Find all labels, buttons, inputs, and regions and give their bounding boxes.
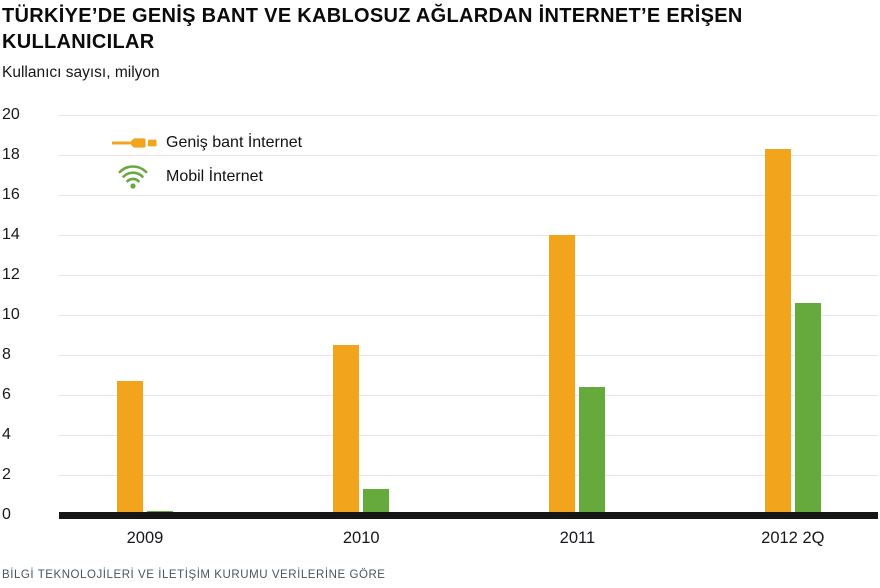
x-tick-label: 2012 2Q: [761, 529, 825, 547]
gridline: [59, 155, 878, 156]
bar-broadband-2009: [116, 381, 143, 515]
gridline: [59, 355, 878, 356]
y-tick-label: 20: [2, 106, 20, 123]
gridline: [59, 475, 878, 476]
gridline: [59, 275, 878, 276]
y-tick-label: 14: [2, 226, 20, 243]
x-axis-line: [59, 512, 878, 519]
y-tick-label: 12: [2, 266, 20, 283]
bar-group-2011: [549, 235, 606, 515]
wifi-icon: [112, 164, 166, 190]
bar-group-2012 2Q: [764, 149, 821, 515]
bar-mobile-2010: [363, 489, 390, 515]
legend: Geniş bant İnternet Mobil İnternet: [112, 126, 302, 194]
y-tick-label: 4: [2, 426, 11, 443]
legend-label-mobile: Mobil İnternet: [166, 168, 263, 185]
x-tick-label: 2011: [559, 529, 596, 547]
chart-subtitle: Kullanıcı sayısı, milyon: [2, 64, 160, 81]
gridline: [59, 115, 878, 116]
legend-label-broadband: Geniş bant İnternet: [166, 134, 303, 151]
gridline: [59, 235, 878, 236]
x-tick-label: 2009: [126, 529, 164, 547]
y-tick-label: 16: [2, 186, 20, 203]
y-tick-label: 18: [2, 146, 20, 163]
y-tick-label: 10: [2, 306, 20, 323]
y-tick-label: 6: [2, 386, 11, 403]
y-tick-label: 2: [2, 466, 11, 483]
y-tick-label: 0: [2, 506, 11, 523]
bar-group-2009: [116, 381, 173, 515]
source-note: BİLGİ TEKNOLOJİLERİ VE İLETİŞİM KURUMU V…: [2, 569, 386, 581]
bar-group-2010: [333, 345, 390, 515]
gridline: [59, 435, 878, 436]
y-axis: 0 2 4 6 8 10 12 14 16 18 20: [2, 106, 42, 523]
legend-item-broadband: Geniş bant İnternet: [112, 126, 302, 160]
bar-broadband-2010: [333, 345, 360, 515]
gridline: [59, 195, 878, 196]
bar-broadband-2012 2Q: [764, 149, 791, 515]
bar-mobile-2011: [579, 387, 606, 515]
y-tick-label: 8: [2, 346, 11, 363]
gridline: [59, 395, 878, 396]
plug-icon: [112, 135, 166, 151]
bar-broadband-2011: [549, 235, 576, 515]
x-tick-label: 2010: [342, 529, 380, 547]
bar-mobile-2012 2Q: [794, 303, 821, 515]
plot-area: 2009 2010 2011 2012 2Q: [59, 115, 878, 547]
legend-item-mobile: Mobil İnternet: [112, 160, 302, 194]
gridline: [59, 315, 878, 316]
chart-title: TÜRKİYE’DE GENİŞ BANT VE KABLOSUZ AĞLARD…: [2, 5, 743, 54]
